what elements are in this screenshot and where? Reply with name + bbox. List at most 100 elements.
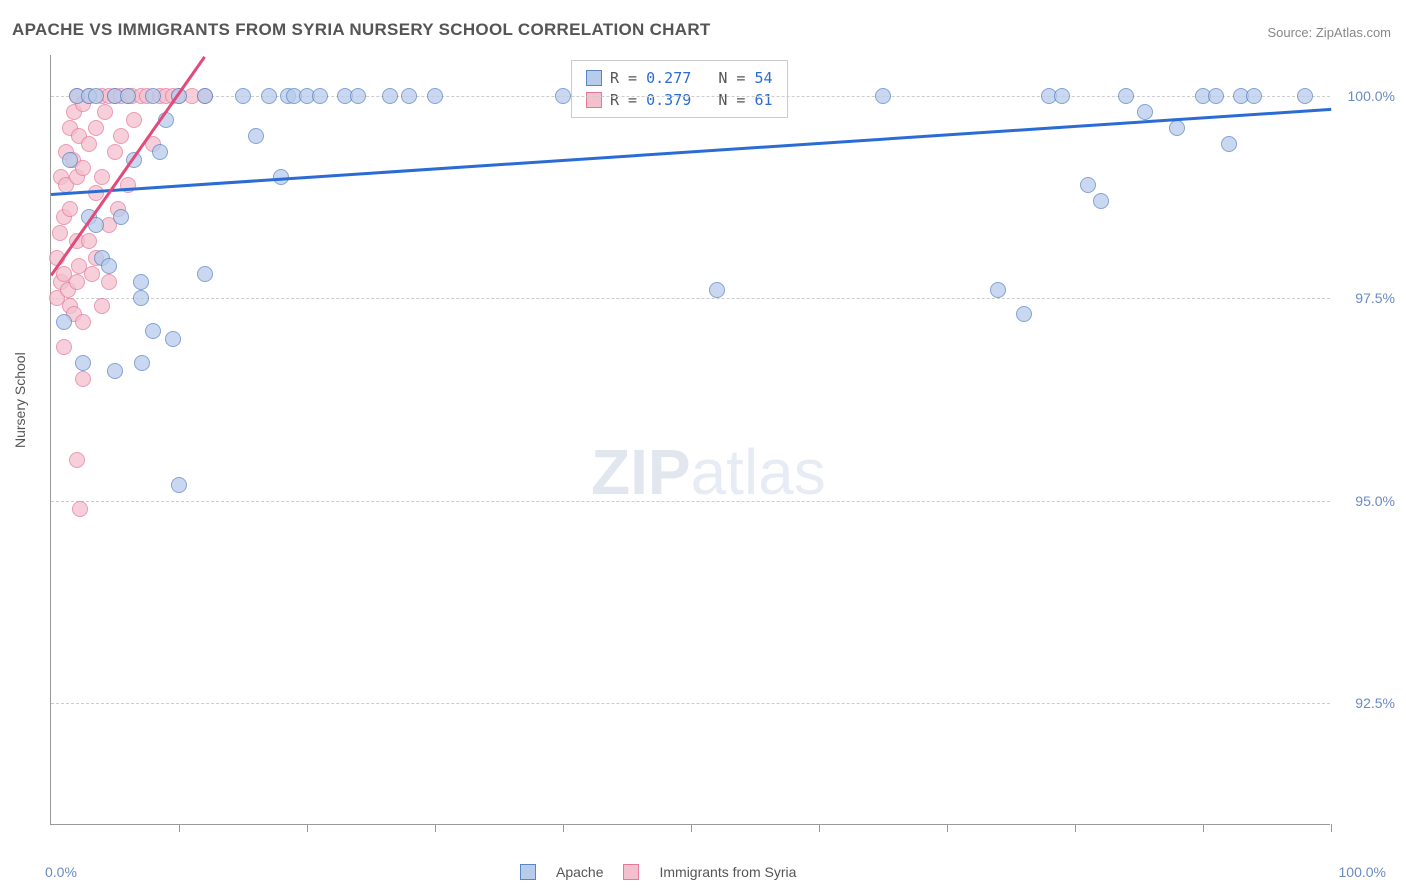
xtick — [179, 824, 180, 832]
scatter-point-apache — [165, 331, 181, 347]
legend-swatch — [520, 864, 536, 880]
scatter-point-apache — [145, 323, 161, 339]
scatter-point-apache — [990, 282, 1006, 298]
scatter-point-apache — [62, 152, 78, 168]
scatter-point-apache — [1118, 88, 1134, 104]
xtick — [307, 824, 308, 832]
gridline — [51, 298, 1330, 299]
ytick-label: 95.0% — [1340, 493, 1395, 509]
scatter-point-apache — [1297, 88, 1313, 104]
scatter-point-apache — [1093, 193, 1109, 209]
watermark-bold: ZIP — [591, 436, 691, 508]
scatter-point-apache — [134, 355, 150, 371]
scatter-point-syria — [97, 104, 113, 120]
scatter-point-apache — [113, 209, 129, 225]
scatter-point-apache — [107, 363, 123, 379]
scatter-point-apache — [401, 88, 417, 104]
chart-container: APACHE VS IMMIGRANTS FROM SYRIA NURSERY … — [0, 0, 1406, 892]
scatter-point-syria — [56, 339, 72, 355]
scatter-point-apache — [56, 314, 72, 330]
scatter-point-syria — [81, 233, 97, 249]
gridline — [51, 501, 1330, 502]
scatter-point-apache — [382, 88, 398, 104]
scatter-point-apache — [261, 88, 277, 104]
scatter-point-apache — [1208, 88, 1224, 104]
legend-label: Immigrants from Syria — [659, 864, 796, 880]
scatter-point-apache — [875, 88, 891, 104]
scatter-point-apache — [171, 477, 187, 493]
scatter-point-syria — [88, 120, 104, 136]
stats-row: R = 0.379 N = 61 — [586, 89, 773, 111]
scatter-point-syria — [84, 266, 100, 282]
scatter-point-apache — [1080, 177, 1096, 193]
scatter-point-apache — [1169, 120, 1185, 136]
scatter-point-apache — [350, 88, 366, 104]
legend-swatch — [586, 92, 602, 108]
x-axis-max-label: 100.0% — [1339, 864, 1386, 880]
xtick — [1075, 824, 1076, 832]
scatter-point-syria — [81, 136, 97, 152]
scatter-point-syria — [101, 274, 117, 290]
scatter-point-syria — [69, 452, 85, 468]
xtick — [947, 824, 948, 832]
scatter-point-apache — [197, 88, 213, 104]
source-label: Source: ZipAtlas.com — [1267, 25, 1391, 40]
xtick — [819, 824, 820, 832]
ytick-label: 97.5% — [1340, 290, 1395, 306]
scatter-point-apache — [133, 274, 149, 290]
scatter-point-apache — [709, 282, 725, 298]
scatter-point-apache — [312, 88, 328, 104]
scatter-point-apache — [1054, 88, 1070, 104]
scatter-point-apache — [133, 290, 149, 306]
scatter-point-syria — [94, 169, 110, 185]
scatter-point-apache — [75, 355, 91, 371]
scatter-point-apache — [1137, 104, 1153, 120]
scatter-point-apache — [555, 88, 571, 104]
scatter-point-apache — [1246, 88, 1262, 104]
scatter-point-apache — [120, 88, 136, 104]
bottom-legend: Apache Immigrants from Syria — [520, 864, 796, 880]
scatter-point-apache — [88, 88, 104, 104]
scatter-point-apache — [152, 144, 168, 160]
x-axis-min-label: 0.0% — [45, 864, 77, 880]
xtick — [435, 824, 436, 832]
scatter-point-syria — [75, 314, 91, 330]
ytick-label: 100.0% — [1340, 88, 1395, 104]
scatter-point-apache — [145, 88, 161, 104]
scatter-point-apache — [427, 88, 443, 104]
scatter-point-syria — [94, 298, 110, 314]
scatter-point-syria — [72, 501, 88, 517]
stats-text: R = 0.379 N = 61 — [610, 91, 773, 109]
scatter-point-syria — [52, 225, 68, 241]
watermark: ZIPatlas — [591, 435, 826, 509]
xtick — [563, 824, 564, 832]
scatter-point-syria — [113, 128, 129, 144]
scatter-point-syria — [62, 201, 78, 217]
legend-label: Apache — [556, 864, 603, 880]
ytick-label: 92.5% — [1340, 695, 1395, 711]
y-axis-title: Nursery School — [12, 352, 28, 448]
scatter-point-syria — [107, 144, 123, 160]
xtick — [691, 824, 692, 832]
scatter-point-apache — [197, 266, 213, 282]
scatter-point-apache — [235, 88, 251, 104]
legend-swatch — [586, 70, 602, 86]
plot-area: ZIPatlas R = 0.277 N = 54 R = 0.379 N = 6… — [50, 55, 1330, 825]
legend-swatch — [623, 864, 639, 880]
scatter-point-syria — [75, 371, 91, 387]
chart-title: APACHE VS IMMIGRANTS FROM SYRIA NURSERY … — [12, 20, 711, 40]
trend-line — [51, 108, 1331, 196]
scatter-point-apache — [1016, 306, 1032, 322]
scatter-point-apache — [1221, 136, 1237, 152]
scatter-point-apache — [101, 258, 117, 274]
scatter-point-apache — [248, 128, 264, 144]
scatter-point-syria — [69, 274, 85, 290]
scatter-point-syria — [126, 112, 142, 128]
watermark-light: atlas — [691, 436, 826, 508]
xtick — [1331, 824, 1332, 832]
stats-row: R = 0.277 N = 54 — [586, 67, 773, 89]
xtick — [1203, 824, 1204, 832]
gridline — [51, 703, 1330, 704]
stats-box: R = 0.277 N = 54 R = 0.379 N = 61 — [571, 60, 788, 118]
stats-text: R = 0.277 N = 54 — [610, 69, 773, 87]
